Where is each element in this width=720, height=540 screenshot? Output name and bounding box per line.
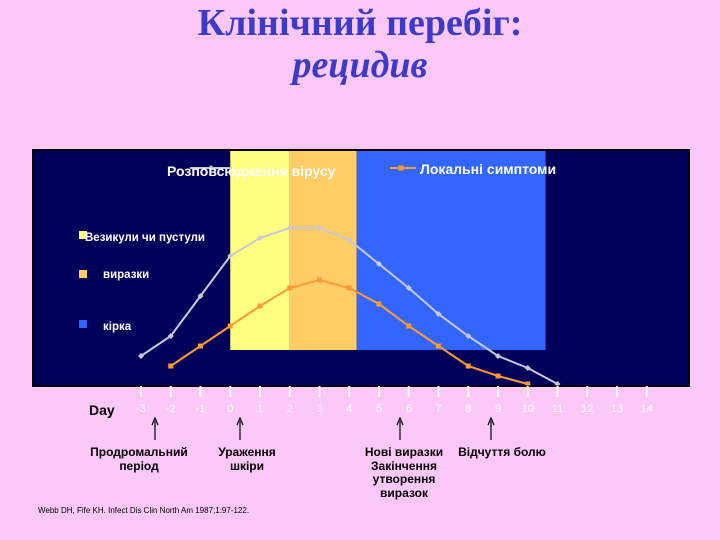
virus-point (138, 353, 144, 359)
x-tick-label: 0 (227, 403, 233, 415)
virus-point (286, 225, 293, 231)
x-tick-label: -3 (136, 403, 146, 415)
virus-point (257, 235, 263, 241)
symptom-point (525, 381, 531, 387)
citation: Webb DH, Fife KH. Infect Dis Clin North … (38, 506, 250, 515)
virus-point (376, 261, 382, 267)
annotation-label: Ураження шкіри (218, 445, 276, 473)
x-tick-label: 11 (552, 403, 563, 415)
title-line-2: рецидив (292, 44, 428, 86)
symptom-point (168, 363, 174, 369)
x-tick-label: 7 (435, 403, 441, 415)
symptom-point (227, 323, 233, 329)
x-tick-label: 3 (316, 403, 322, 415)
annotation-label: Продромальний період (90, 445, 188, 473)
virus-point (435, 311, 442, 317)
legend-stage-label-0: Везикули чи пустули (85, 232, 205, 244)
virus-point (495, 353, 501, 359)
symptom-point (495, 373, 501, 379)
virus-point (227, 253, 234, 259)
x-tick-label: 12 (581, 403, 593, 415)
x-tick-label: 9 (495, 403, 501, 415)
virus-point (524, 365, 531, 371)
x-tick-label: 4 (346, 403, 352, 415)
x-tick-label: 8 (465, 403, 471, 415)
symptom-point (287, 285, 293, 291)
symptom-point (436, 343, 441, 349)
stage-band-2 (356, 151, 546, 350)
x-tick-label: -1 (196, 403, 206, 415)
virus-point (316, 225, 323, 231)
annotation-arrowhead (236, 416, 244, 426)
x-tick-label: 10 (522, 403, 534, 415)
symptom-point (465, 363, 471, 369)
virus-point (405, 285, 412, 291)
symptom-point (257, 303, 263, 309)
stage-band-1 (289, 151, 357, 350)
x-axis-label: Day (89, 402, 115, 418)
legend-symptoms-marker (398, 165, 404, 171)
annotation-label: Нові виразки Закінчення утворення виразок (364, 445, 444, 500)
legend-stage-label-2: кірка (103, 321, 132, 333)
annotation-arrowhead (151, 416, 159, 426)
legend-virus-marker (208, 165, 214, 171)
virus-point (167, 333, 174, 339)
slide-title: Клінічний перебіг: рецидив (0, 2, 720, 86)
legend-virus-label: Розповсюдження вірусу (167, 163, 336, 179)
symptom-point (317, 277, 322, 283)
annotation-label: Відчуття болю (458, 445, 546, 459)
annotation-arrowhead (396, 416, 404, 426)
x-tick-label: 13 (611, 403, 623, 415)
virus-point (346, 237, 353, 243)
virus-point (465, 333, 472, 339)
virus-point (197, 293, 204, 299)
x-tick-label: -2 (166, 403, 176, 415)
title-line-1: Клінічний перебіг: (197, 2, 523, 44)
symptom-point (376, 301, 382, 307)
symptom-point (346, 285, 352, 291)
x-tick-label: 14 (641, 403, 653, 415)
legend-stage-swatch-1 (79, 270, 87, 278)
x-tick-label: 1 (257, 403, 263, 415)
x-tick-label: 2 (287, 403, 293, 415)
legend-symptoms-label: Локальні симптоми (420, 161, 556, 177)
symptom-point (406, 323, 412, 329)
x-tick-label: 6 (406, 403, 412, 415)
symptom-point (198, 343, 203, 349)
annotation-arrowhead (487, 416, 495, 426)
x-tick-label: 5 (376, 403, 382, 415)
legend-stage-label-1: виразки (103, 269, 149, 281)
legend-stage-swatch-0 (79, 231, 87, 239)
legend-stage-swatch-2 (79, 320, 87, 328)
